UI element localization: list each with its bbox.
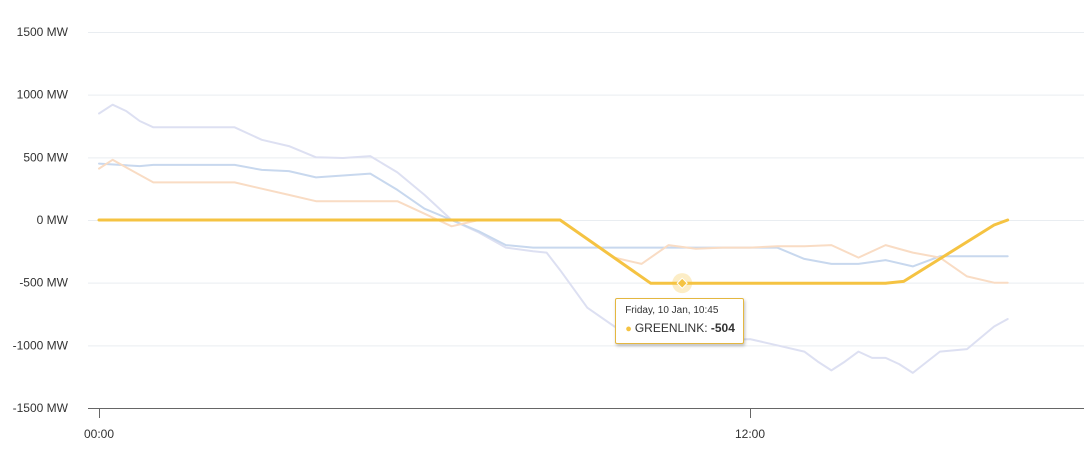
hover-marker <box>672 273 693 294</box>
hover-diamond-icon <box>676 277 688 289</box>
x-tick-label: 00:00 <box>84 427 114 441</box>
tooltip-time: Friday, 10 Jan, 10:45 <box>625 305 719 317</box>
tooltip-series-dot-icon: ● <box>625 323 632 336</box>
series-line-faded[interactable] <box>98 103 1009 374</box>
x-axis: 00:00 12:00 <box>84 408 1084 441</box>
grid-lines <box>88 32 1084 347</box>
y-tick-label: -500 MW <box>19 276 68 290</box>
y-axis-tick-labels: 1500 MW 1000 MW 500 MW 0 MW -500 MW -1000 MW -… <box>13 25 69 415</box>
y-tick-label: 0 MW <box>37 213 69 227</box>
tooltip-value: -504 <box>710 321 735 336</box>
y-tick-label: 1000 MW <box>17 88 69 102</box>
tooltip-series-name: GREENLINK <box>634 321 705 336</box>
series-lines[interactable] <box>97 103 1010 374</box>
y-tick-label: -1500 MW <box>13 401 69 415</box>
series-line-faded[interactable] <box>98 162 1009 268</box>
y-tick-label: 1500 MW <box>17 25 69 39</box>
x-tick-label: 12:00 <box>735 427 765 441</box>
y-tick-label: 500 MW <box>23 150 68 164</box>
tooltip-row: ● GREENLINK: -504 <box>625 321 735 336</box>
series-line-greenlink[interactable] <box>97 218 1010 285</box>
chart-tooltip: Friday, 10 Jan, 10:45 ● GREENLINK: -504 <box>615 298 744 345</box>
y-tick-label: -1000 MW <box>13 338 69 352</box>
